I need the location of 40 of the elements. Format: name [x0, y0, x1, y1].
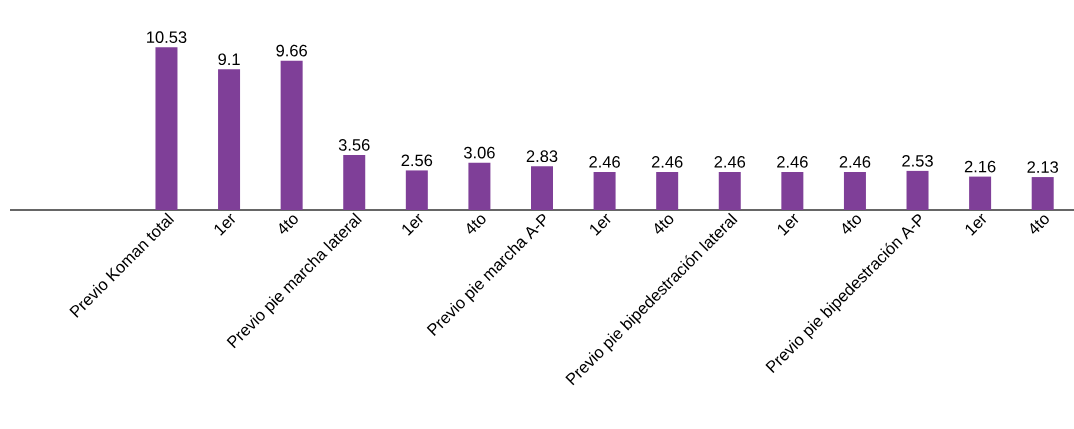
x-tick-label: 1er [777, 213, 799, 236]
data-label: 10.53 [147, 31, 187, 43]
data-label: 2.56 [401, 154, 433, 167]
x-tick-label: 1er [965, 213, 987, 236]
data-label: 2.13 [1027, 161, 1059, 173]
bar [656, 171, 679, 210]
bar [218, 69, 241, 210]
data-label: 2.53 [902, 155, 933, 167]
data-label: 2.46 [839, 156, 871, 168]
bar [593, 171, 616, 210]
data-label: 2.16 [964, 160, 996, 173]
bar [405, 170, 428, 210]
data-label: 3.06 [463, 146, 495, 159]
data-label: 9.1 [218, 53, 240, 66]
bar [906, 170, 929, 210]
bar [155, 47, 178, 210]
x-tick-label: 1er [590, 213, 611, 236]
bar [969, 176, 992, 210]
x-tick-label: 4to [1030, 215, 1049, 234]
x-tick-label: 1er [402, 213, 423, 236]
bar [1031, 177, 1054, 210]
data-label: 9.66 [276, 44, 307, 57]
x-tick-label: 4to [842, 215, 862, 234]
data-label: 2.46 [651, 156, 683, 168]
bar [468, 162, 491, 210]
bar [280, 60, 303, 210]
bar [531, 166, 553, 210]
bar [843, 171, 866, 210]
x-tick-label: 4to [279, 215, 298, 234]
data-label: 2.83 [526, 150, 558, 163]
data-label: 2.46 [714, 156, 746, 168]
data-label: 2.46 [777, 156, 808, 168]
bar [343, 154, 366, 210]
bar [781, 171, 804, 210]
x-tick-label: 1er [214, 213, 236, 236]
x-tick-label: 4to [654, 215, 674, 234]
data-label: 2.46 [589, 156, 620, 168]
x-tick-label: 4to [467, 215, 486, 234]
bar [718, 171, 741, 210]
data-label: 3.56 [338, 139, 370, 151]
